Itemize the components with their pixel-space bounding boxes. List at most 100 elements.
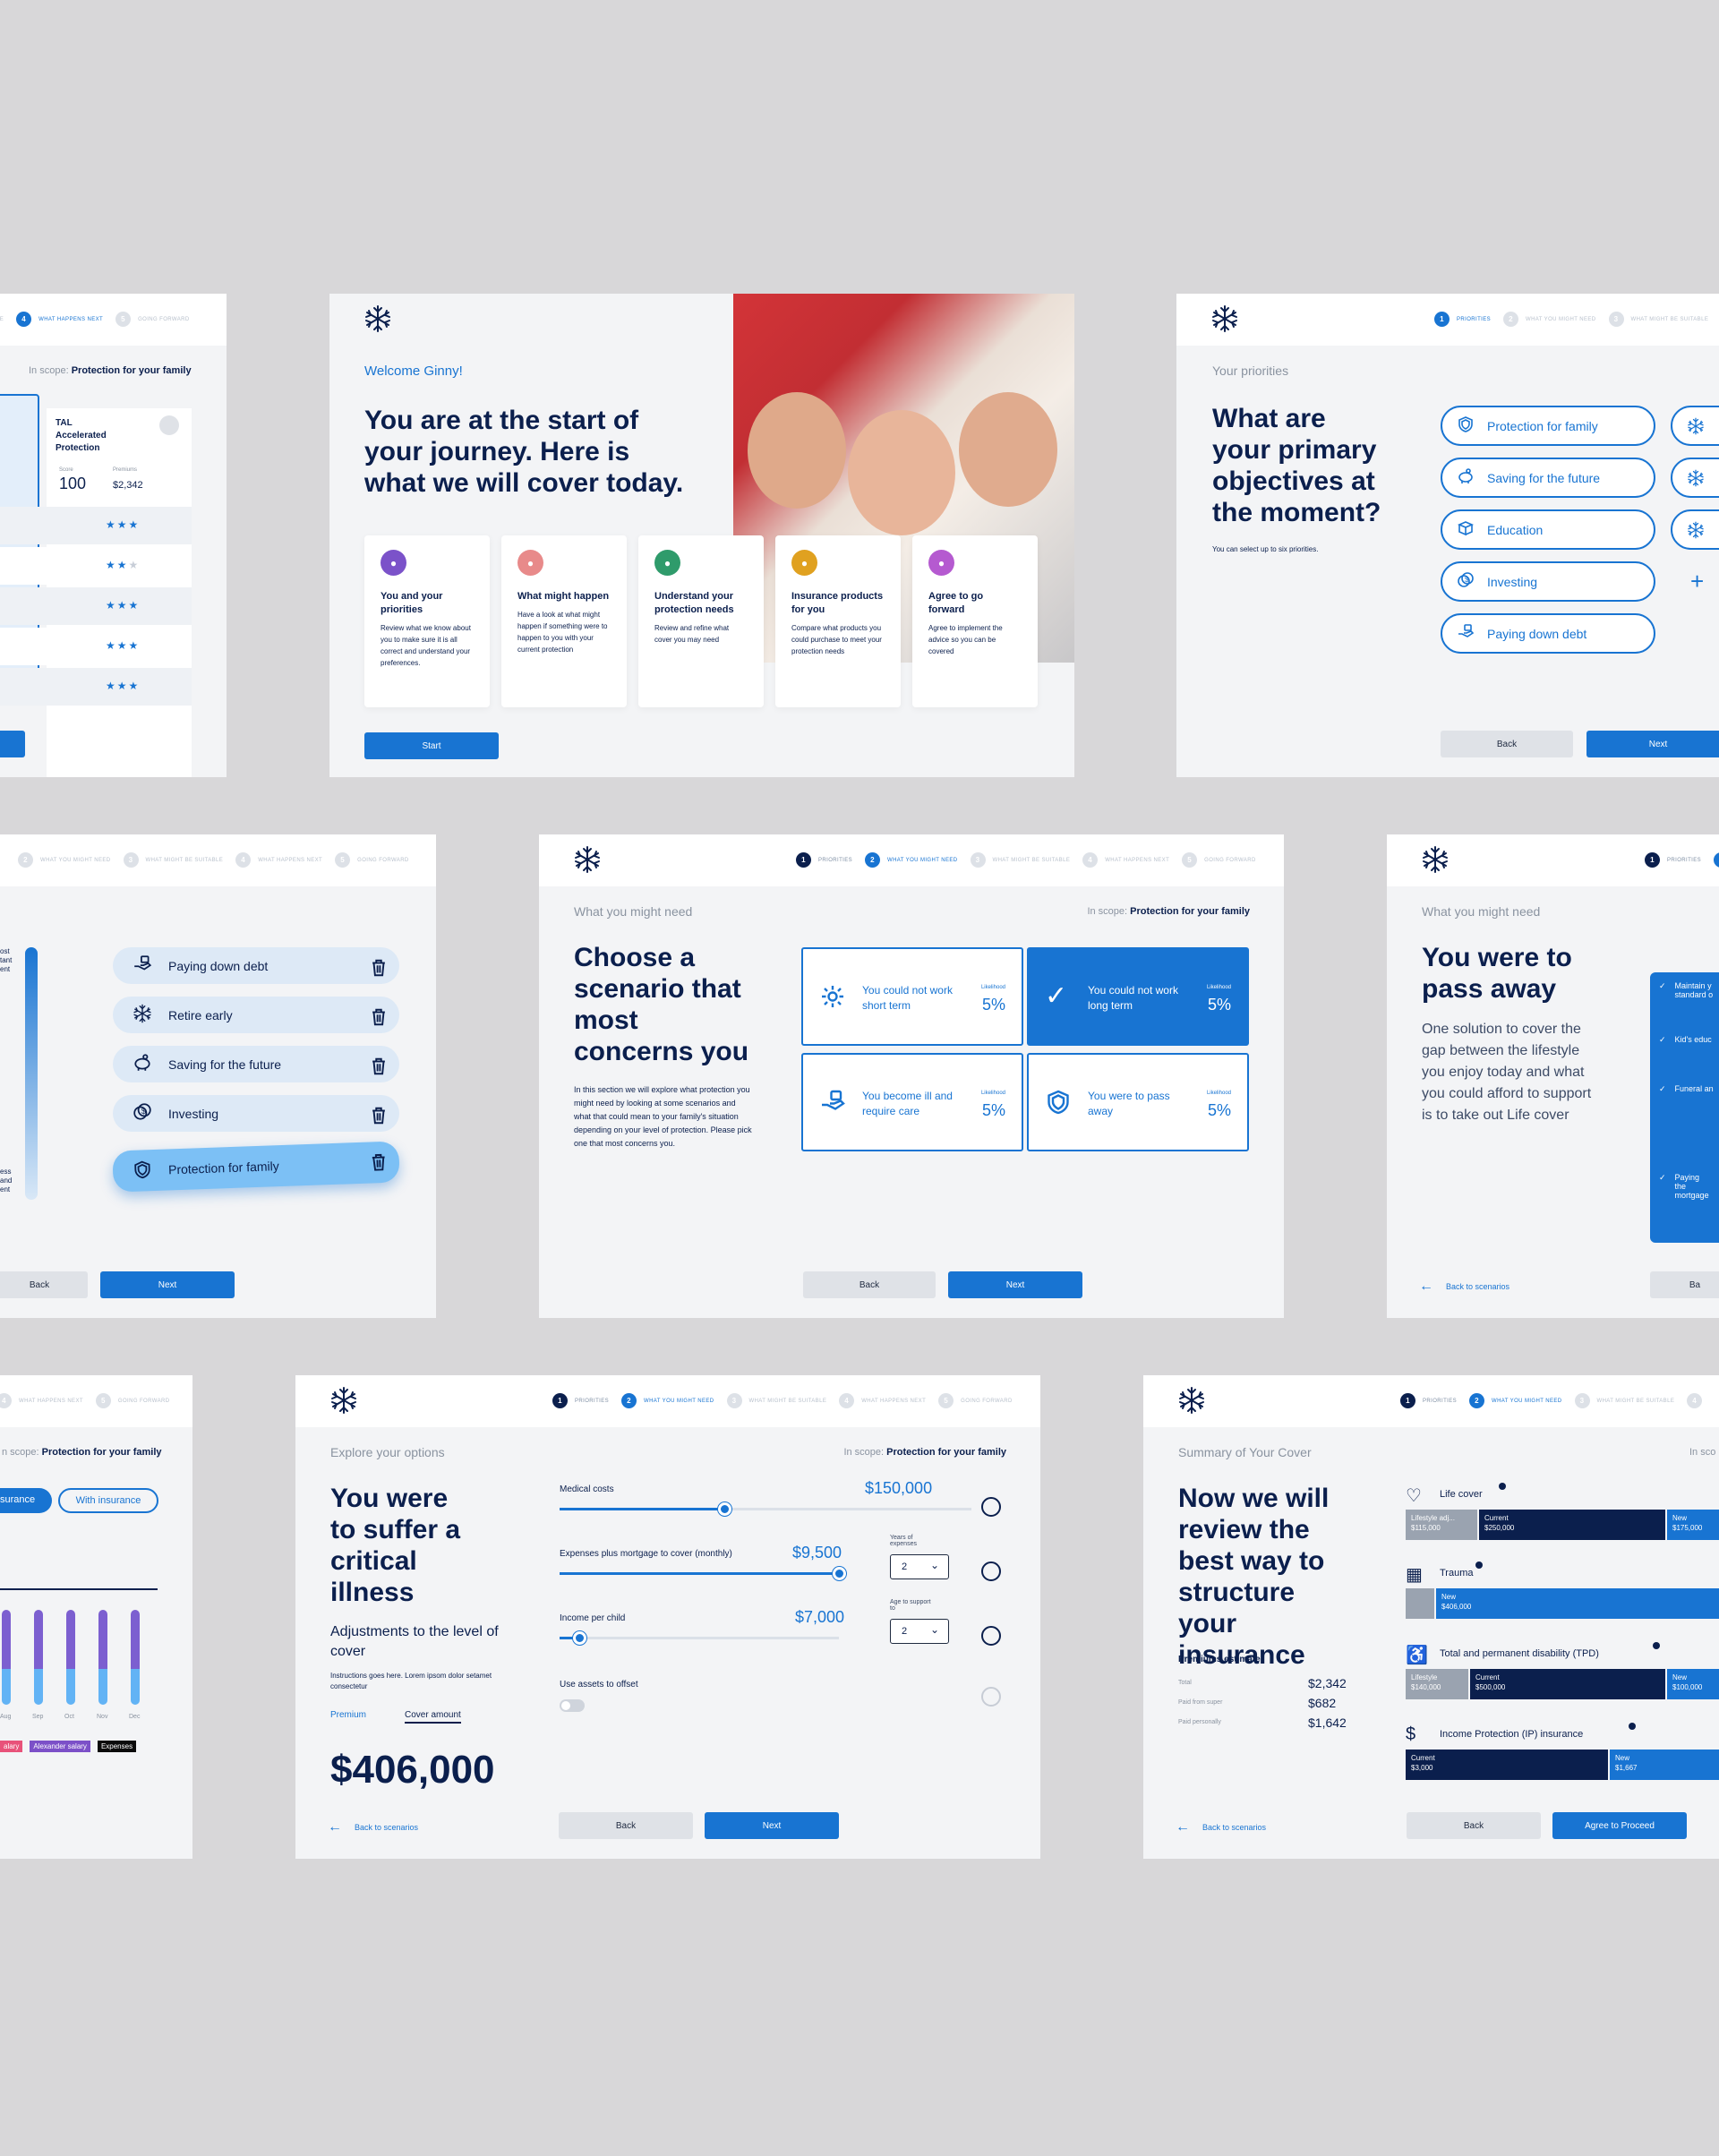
- assets-toggle[interactable]: [560, 1699, 585, 1712]
- journey-card[interactable]: ● Insurance products for you Compare what …: [775, 535, 901, 707]
- step[interactable]: 1 PRIORITIES: [552, 1393, 609, 1408]
- info-icon[interactable]: [981, 1687, 1001, 1707]
- step[interactable]: 5 GOING FORWARD: [1182, 852, 1256, 868]
- step[interactable]: 3 WHAT MIGHT BE SUITABLE: [726, 1393, 827, 1408]
- step[interactable]: 2 WHAT YOU MIGHT NEED: [865, 852, 958, 868]
- step-might-need[interactable]: 2 WHAT YOU MIGHT NEED: [1503, 312, 1596, 327]
- slider-handle[interactable]: [718, 1502, 731, 1516]
- agree-to-proceed-button[interactable]: Agree to Proceed: [1552, 1812, 1687, 1839]
- tab-with-insurance[interactable]: With insurance: [58, 1488, 158, 1513]
- years-select[interactable]: 2 ⌄: [890, 1554, 949, 1579]
- option-extra[interactable]: [1671, 509, 1719, 550]
- journey-card[interactable]: ● What might happen Have a look at what mi…: [501, 535, 627, 707]
- back-button[interactable]: Back: [559, 1812, 693, 1839]
- priority-item[interactable]: Protection for family: [112, 1141, 400, 1193]
- priority-item[interactable]: Retire early: [113, 997, 399, 1033]
- age-select[interactable]: 2 ⌄: [890, 1619, 949, 1644]
- priority-item[interactable]: Investing: [113, 1095, 399, 1132]
- tab-without-insurance[interactable]: surance: [0, 1488, 52, 1513]
- scope-label: In scope: Protection for your family: [1087, 906, 1250, 917]
- back-to-scenarios-link[interactable]: ← Back to scenarios: [328, 1819, 419, 1835]
- slider-track[interactable]: [560, 1502, 971, 1516]
- slider-handle[interactable]: [572, 1631, 586, 1645]
- likelihood-label: Likelihood: [1206, 1091, 1231, 1096]
- option-paying-down-debt[interactable]: Paying down debt: [1441, 613, 1655, 654]
- add-icon[interactable]: +: [1690, 568, 1705, 595]
- step-icon: ●: [654, 550, 680, 576]
- step[interactable]: 1 PRIORITIES: [796, 852, 852, 868]
- trash-icon[interactable]: [369, 1057, 386, 1075]
- check-icon: ✓: [1659, 1173, 1666, 1182]
- step[interactable]: 2 WHAT YOU MIGHT NEED: [621, 1393, 714, 1408]
- tab-cover-amount[interactable]: Cover amount: [405, 1710, 461, 1724]
- trash-icon[interactable]: [369, 1152, 387, 1171]
- info-badge-icon[interactable]: [1629, 1723, 1637, 1730]
- slider-value: $7,000: [795, 1608, 845, 1626]
- back-to-scenarios-link[interactable]: ← Back to scenarios: [1176, 1819, 1267, 1835]
- next-button[interactable]: Next: [948, 1271, 1082, 1298]
- trash-icon[interactable]: [369, 1007, 386, 1026]
- scenario-card[interactable]: You could not work short term Likelihood 5…: [801, 947, 1023, 1046]
- star-rating: ★★★: [106, 599, 141, 612]
- option-education[interactable]: Education: [1441, 509, 1655, 550]
- cover-name: Life cover: [1440, 1489, 1483, 1500]
- info-icon[interactable]: [981, 1561, 1001, 1581]
- scenario-card[interactable]: ✓ You could not work long term Likelihood 5…: [1027, 947, 1249, 1046]
- next-button[interactable]: Next: [705, 1812, 839, 1839]
- page-title: Now we will review the best way to struc…: [1178, 1484, 1330, 1670]
- slider-track[interactable]: [560, 1567, 846, 1580]
- step[interactable]: 4 WHAT HAPPENS NEXT: [839, 1393, 926, 1408]
- start-button[interactable]: Start: [364, 732, 499, 759]
- journey-card[interactable]: ● You and your priorities Review what we k…: [364, 535, 490, 707]
- month-label: Nov: [97, 1714, 108, 1720]
- header: 1 PRIORITIES 2 WHAT YOU MIGHT NEED 3 WHAT M…: [1176, 294, 1719, 346]
- priority-item[interactable]: Paying down debt: [113, 947, 399, 984]
- step[interactable]: 5 GOING FORWARD: [938, 1393, 1013, 1408]
- back-button[interactable]: Back: [803, 1271, 936, 1298]
- trash-icon[interactable]: [369, 958, 386, 977]
- option-protection-for-family[interactable]: Protection for family: [1441, 406, 1655, 446]
- step-priorities[interactable]: 1 PRIORITIES: [1434, 312, 1491, 327]
- option-extra[interactable]: [1671, 458, 1719, 498]
- step[interactable]: 5 GOING FORWARD: [115, 312, 190, 327]
- slider-handle[interactable]: [833, 1567, 846, 1580]
- child-face: [748, 392, 846, 509]
- info-badge-icon[interactable]: [1652, 1642, 1660, 1649]
- heart-icon: ♡: [1406, 1486, 1422, 1506]
- back-to-scenarios-link[interactable]: ← Back to scenarios: [1419, 1279, 1510, 1294]
- info-icon[interactable]: [981, 1626, 1001, 1646]
- info-icon[interactable]: [981, 1497, 1001, 1517]
- option-extra[interactable]: [1671, 406, 1719, 446]
- tab-premium[interactable]: Premium: [330, 1710, 367, 1720]
- step[interactable]: 3 WHAT MIGHT BE SUITABLE: [970, 852, 1071, 868]
- cover-amount: $406,000: [330, 1748, 495, 1792]
- next-button[interactable]: Next: [1586, 731, 1719, 757]
- journey-card[interactable]: ● Agree to go forward Agree to implement t…: [912, 535, 1038, 707]
- journey-card[interactable]: ● Understand your protection needs Review …: [638, 535, 764, 707]
- step[interactable]: 4 WHAT HAPPENS NEXT: [1082, 852, 1169, 868]
- slider-value: $150,000: [865, 1479, 933, 1497]
- page-title: You were to pass away: [1422, 943, 1572, 1004]
- back-button[interactable]: Ba: [1650, 1271, 1719, 1298]
- next-button[interactable]: Next: [100, 1271, 235, 1298]
- step-active[interactable]: 4 WHAT HAPPENS NEXT: [16, 312, 103, 327]
- scope-label: In scope: Protection for your family: [29, 365, 192, 376]
- back-button[interactable]: Back: [0, 1271, 88, 1298]
- slider-track[interactable]: [560, 1631, 839, 1645]
- ambulance-icon: [819, 983, 848, 1012]
- next-button[interactable]: [0, 731, 25, 757]
- info-badge-icon[interactable]: [1475, 1561, 1483, 1569]
- priority-item[interactable]: Saving for the future: [113, 1046, 399, 1082]
- step-suitable[interactable]: 3 WHAT MIGHT BE SUITABLE: [1608, 312, 1709, 327]
- info-badge-icon[interactable]: [1499, 1483, 1506, 1490]
- axis-bottom-label: ess and ent: [0, 1168, 13, 1194]
- back-button[interactable]: Back: [1407, 1812, 1541, 1839]
- option-saving-for-the-future[interactable]: Saving for the future: [1441, 458, 1655, 498]
- trash-icon[interactable]: [369, 1106, 386, 1125]
- scenario-card[interactable]: You become ill and require care Likelihoo…: [801, 1053, 1023, 1151]
- back-button[interactable]: Back: [1441, 731, 1573, 757]
- section-label: What you might need: [1422, 904, 1541, 919]
- option-investing[interactable]: Investing: [1441, 561, 1655, 602]
- scenario-card[interactable]: You were to pass away Likelihood 5%: [1027, 1053, 1249, 1151]
